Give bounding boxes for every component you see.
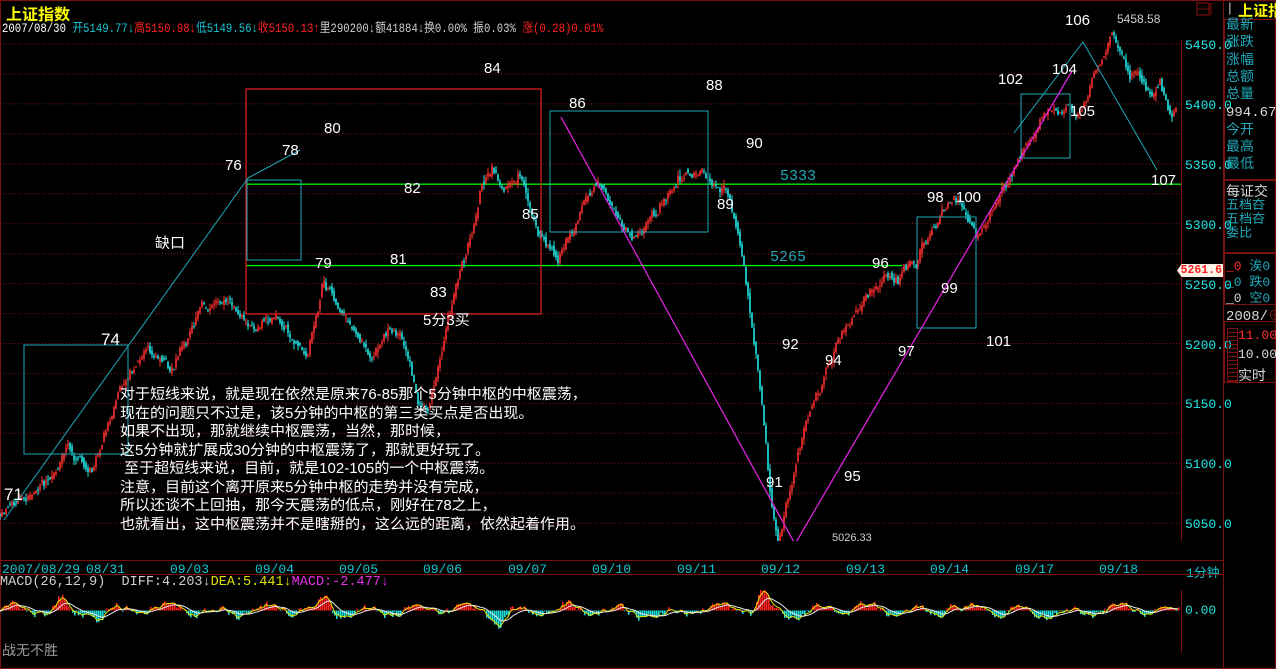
svg-text:71: 71 xyxy=(4,485,23,504)
svg-text:88: 88 xyxy=(706,77,723,94)
svg-text:5458.58: 5458.58 xyxy=(1117,12,1161,26)
svg-text:81: 81 xyxy=(390,251,407,268)
svg-text:100: 100 xyxy=(956,189,981,206)
svg-text:5分3买: 5分3买 xyxy=(423,312,470,329)
svg-text:78: 78 xyxy=(282,142,299,159)
svg-text:107: 107 xyxy=(1151,172,1176,189)
svg-text:92: 92 xyxy=(782,336,799,353)
svg-text:缺口: 缺口 xyxy=(155,235,185,252)
svg-text:5265: 5265 xyxy=(770,249,806,266)
svg-text:82: 82 xyxy=(404,180,421,197)
svg-text:76: 76 xyxy=(225,157,242,174)
svg-text:101: 101 xyxy=(986,333,1011,350)
svg-text:95: 95 xyxy=(844,468,861,485)
svg-text:5333: 5333 xyxy=(780,168,816,185)
svg-text:5026.33: 5026.33 xyxy=(832,532,872,541)
svg-text:74: 74 xyxy=(101,330,120,349)
svg-text:106: 106 xyxy=(1065,12,1090,29)
svg-text:98: 98 xyxy=(927,189,944,206)
svg-text:84: 84 xyxy=(484,60,501,77)
svg-text:105: 105 xyxy=(1070,103,1095,120)
svg-text:83: 83 xyxy=(430,284,447,301)
svg-text:94: 94 xyxy=(825,352,842,369)
svg-text:104: 104 xyxy=(1052,61,1077,78)
svg-text:90: 90 xyxy=(746,135,763,152)
svg-text:96: 96 xyxy=(872,255,889,272)
svg-text:99: 99 xyxy=(941,280,958,297)
svg-text:89: 89 xyxy=(717,196,734,213)
svg-text:86: 86 xyxy=(569,95,586,112)
svg-text:85: 85 xyxy=(522,206,539,223)
svg-text:102: 102 xyxy=(998,71,1023,88)
svg-text:97: 97 xyxy=(898,343,915,360)
svg-text:80: 80 xyxy=(324,120,341,137)
svg-text:79: 79 xyxy=(315,255,332,272)
